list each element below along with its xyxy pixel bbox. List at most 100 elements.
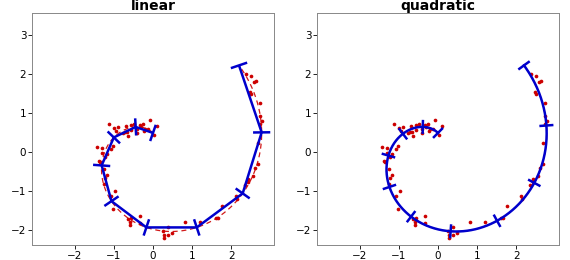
Point: [414, 122, 424, 126]
Point: [127, 123, 136, 127]
Point: [246, 92, 255, 96]
Point: [254, 140, 263, 145]
Point: [434, 133, 443, 137]
Point: [417, 127, 426, 131]
Point: [120, 130, 129, 134]
Point: [164, 233, 173, 237]
Point: [392, 194, 401, 198]
Point: [385, 176, 394, 180]
Point: [407, 124, 416, 128]
Point: [444, 236, 453, 240]
Point: [103, 173, 112, 177]
Point: [437, 124, 446, 128]
Point: [411, 220, 420, 224]
Point: [496, 216, 505, 220]
Point: [99, 182, 108, 186]
Point: [97, 146, 106, 150]
Point: [213, 216, 222, 220]
Point: [118, 131, 127, 135]
Point: [159, 233, 168, 237]
Point: [398, 125, 407, 129]
Point: [431, 118, 440, 122]
Point: [132, 127, 141, 131]
Title: linear: linear: [131, 0, 176, 13]
Point: [543, 119, 552, 124]
Point: [443, 229, 453, 233]
Point: [412, 128, 421, 132]
Point: [143, 127, 152, 132]
Point: [92, 145, 101, 149]
Point: [382, 151, 391, 155]
Point: [387, 152, 396, 156]
Point: [107, 194, 116, 198]
Point: [384, 182, 393, 186]
Point: [95, 159, 104, 163]
Point: [384, 167, 393, 171]
Point: [164, 225, 173, 229]
Point: [380, 159, 389, 163]
Point: [424, 122, 433, 126]
Point: [135, 222, 144, 226]
Point: [391, 147, 400, 151]
Point: [536, 166, 545, 170]
Point: [100, 176, 109, 180]
Point: [136, 214, 145, 218]
Point: [396, 189, 405, 193]
Point: [123, 217, 132, 221]
Point: [405, 130, 414, 134]
Point: [449, 225, 458, 229]
Point: [420, 222, 429, 226]
Point: [393, 144, 402, 148]
Point: [149, 133, 158, 137]
Point: [181, 220, 190, 224]
Point: [498, 216, 507, 220]
Point: [418, 131, 427, 135]
Point: [529, 177, 538, 181]
Point: [541, 101, 550, 106]
Point: [140, 129, 149, 133]
Point: [136, 122, 145, 127]
Point: [233, 197, 242, 201]
Point: [246, 74, 255, 79]
Point: [388, 173, 397, 177]
Point: [409, 133, 418, 138]
Point: [217, 204, 226, 208]
Point: [397, 129, 406, 133]
Point: [139, 122, 148, 126]
Point: [125, 223, 134, 227]
Point: [250, 80, 259, 84]
Point: [535, 80, 544, 84]
Point: [108, 207, 117, 211]
Point: [255, 114, 264, 118]
Point: [251, 79, 260, 83]
Point: [146, 118, 155, 122]
Point: [528, 179, 538, 184]
Point: [111, 189, 120, 193]
Point: [258, 119, 267, 124]
Point: [244, 177, 253, 181]
Point: [108, 144, 117, 148]
Point: [127, 216, 136, 220]
Point: [408, 217, 417, 221]
Point: [518, 197, 527, 201]
Point: [245, 90, 254, 94]
Point: [127, 128, 136, 132]
Point: [536, 79, 545, 83]
Point: [403, 131, 412, 135]
Point: [159, 236, 168, 240]
Point: [110, 126, 119, 131]
Point: [530, 90, 539, 94]
Point: [136, 125, 145, 129]
Point: [428, 127, 437, 132]
Title: quadratic: quadratic: [401, 0, 475, 13]
Point: [386, 155, 395, 159]
Point: [539, 162, 548, 166]
Point: [133, 131, 142, 135]
Point: [254, 162, 263, 166]
Point: [412, 216, 421, 220]
Point: [389, 122, 398, 126]
Point: [106, 147, 115, 151]
Point: [241, 183, 250, 187]
Point: [516, 194, 526, 198]
Point: [249, 173, 258, 178]
